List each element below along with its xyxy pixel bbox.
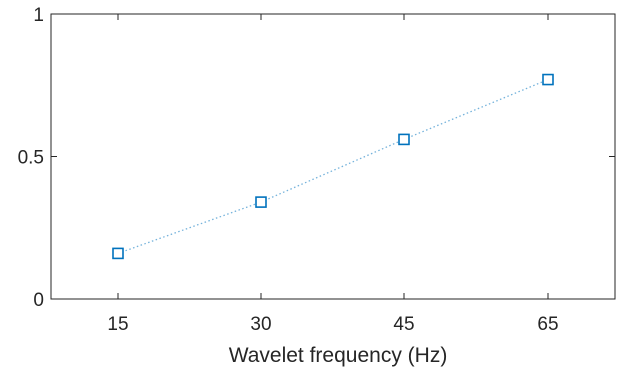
- x-axis-label: Wavelet frequency (Hz): [229, 344, 448, 367]
- data-point-marker: [112, 247, 124, 260]
- data-point-marker: [398, 133, 410, 146]
- x-tick-label: 45: [393, 314, 414, 335]
- x-tick-label: 15: [107, 314, 128, 335]
- y-tick-label: 1: [33, 5, 44, 26]
- data-point-marker: [542, 73, 554, 86]
- plot-area: [50, 13, 616, 300]
- ticks-layer: [51, 13, 615, 300]
- x-tick-label: 30: [250, 314, 271, 335]
- data-point-marker: [255, 196, 267, 208]
- y-tick-label: 0.5: [18, 148, 44, 169]
- x-tick-label: 65: [537, 314, 558, 335]
- y-tick-label: 0: [33, 290, 44, 311]
- labels-layer: 15 30 45 65 0 0.5 1: [18, 5, 559, 335]
- series-layer: [112, 73, 554, 260]
